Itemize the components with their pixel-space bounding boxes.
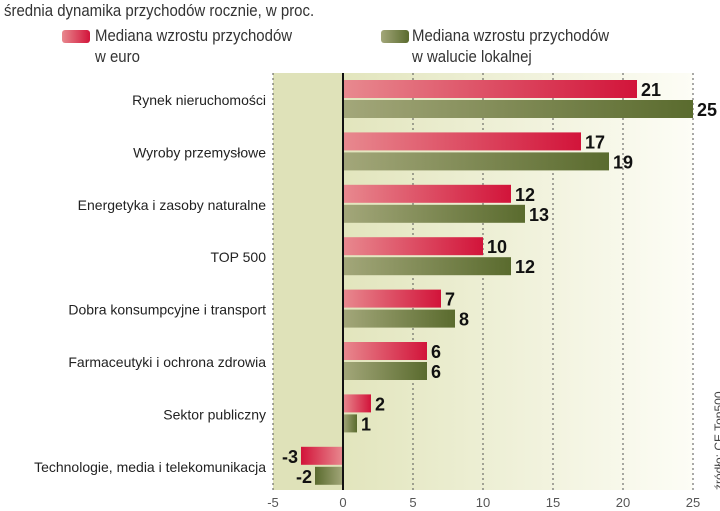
data-label: 21: [641, 80, 661, 100]
bar-local: [343, 257, 511, 276]
bar-local: [343, 100, 693, 118]
bar-euro: [343, 132, 581, 151]
category-label: Farmaceutyki i ochrona zdrowia: [68, 354, 266, 370]
data-label: 1: [361, 414, 371, 434]
category-label: Wyroby przemysłowe: [133, 144, 266, 160]
data-label: 12: [515, 185, 535, 205]
data-label: 7: [445, 290, 455, 310]
bar-local: [343, 362, 427, 380]
legend-label-euro: Mediana wzrostu przychodów w euro: [95, 25, 292, 67]
data-label: 6: [431, 342, 441, 362]
legend-line: w euro: [95, 47, 140, 66]
bar-euro: [343, 342, 427, 360]
category-label: Energetyka i zasoby naturalne: [78, 197, 267, 213]
x-tick-label: 15: [546, 495, 560, 510]
x-tick-label: 25: [686, 495, 700, 510]
category-label: Dobra konsumpcyjne i transport: [68, 302, 266, 318]
legend-label-local: Mediana wzrostu przychodów w walucie loka…: [412, 25, 609, 67]
category-label: Sektor publiczny: [163, 406, 266, 422]
x-tick-label: 0: [339, 495, 346, 510]
bar-euro: [343, 237, 483, 256]
legend-swatch-local: [381, 30, 409, 43]
category-label: Rynek nieruchomości: [132, 92, 266, 108]
data-label: -3: [282, 447, 298, 467]
bar-local: [343, 414, 357, 433]
bar-euro: [343, 80, 637, 98]
data-label: 12: [515, 257, 535, 277]
chart-subtitle: średnia dynamika przychodów rocznie, w p…: [4, 1, 315, 20]
data-label: 2: [375, 394, 385, 414]
data-label: 13: [529, 205, 549, 225]
data-label: 25: [697, 100, 717, 120]
x-tick-label: -5: [267, 495, 279, 510]
x-tick-label: 5: [409, 495, 416, 510]
bar-euro: [343, 184, 511, 203]
plot-background-negative: [273, 73, 343, 490]
legend-line: w walucie lokalnej: [412, 47, 532, 66]
x-tick-label: 20: [616, 495, 630, 510]
legend-swatch-euro: [62, 30, 90, 43]
data-label: 8: [459, 310, 469, 330]
legend-line: Mediana wzrostu przychodów: [95, 26, 293, 45]
bar-local: [343, 309, 455, 328]
data-label: 10: [487, 237, 507, 257]
category-label: TOP 500: [210, 249, 266, 265]
x-tick-label: 10: [476, 495, 490, 510]
bar-local: [315, 466, 343, 485]
category-label: Technologie, media i telekomunikacja: [34, 459, 266, 475]
data-label: -2: [296, 467, 312, 487]
data-label: 6: [431, 362, 441, 382]
legend-line: Mediana wzrostu przychodów: [412, 26, 610, 45]
data-label: 17: [585, 132, 605, 152]
bar-euro: [343, 289, 441, 308]
bar-local: [343, 204, 525, 223]
bar-euro: [343, 394, 371, 413]
bar-local: [343, 152, 609, 171]
bar-euro: [301, 446, 343, 465]
data-label: 19: [613, 152, 633, 172]
